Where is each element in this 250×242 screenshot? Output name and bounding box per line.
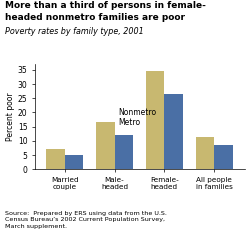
Text: headed nonmetro families are poor: headed nonmetro families are poor <box>5 13 185 22</box>
Bar <box>196 137 214 169</box>
Bar <box>146 71 165 169</box>
Bar <box>214 145 233 169</box>
Bar <box>65 155 83 169</box>
Text: Poverty rates by family type, 2001: Poverty rates by family type, 2001 <box>5 27 144 36</box>
Text: Nonmetro: Nonmetro <box>118 108 157 117</box>
Y-axis label: Percent poor: Percent poor <box>6 92 15 141</box>
Text: Source:  Prepared by ERS using data from the U.S.
Census Bureau’s 2002 Current P: Source: Prepared by ERS using data from … <box>5 211 167 229</box>
Text: More than a third of persons in female-: More than a third of persons in female- <box>5 1 206 10</box>
Text: Metro: Metro <box>118 118 141 127</box>
Bar <box>96 122 114 169</box>
Bar <box>164 94 183 169</box>
Bar <box>46 150 65 169</box>
Bar <box>114 135 133 169</box>
